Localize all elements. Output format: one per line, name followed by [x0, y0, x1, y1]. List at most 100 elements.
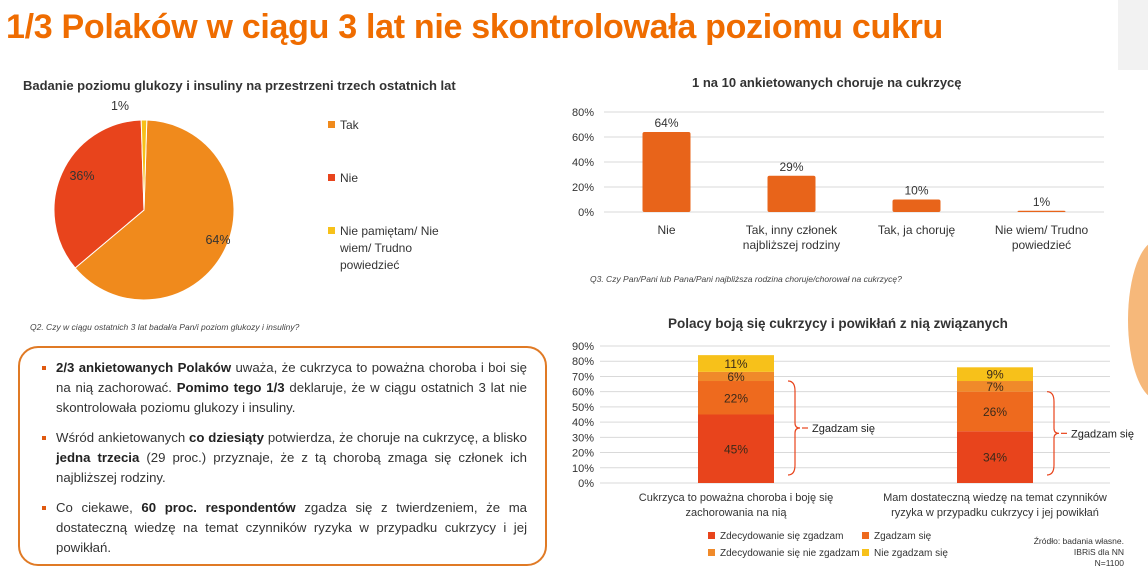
legend-item: Nie pamiętam/ Nie wiem/ Trudno powiedzie…	[328, 223, 468, 274]
pie-chart-title: Badanie poziomu glukozy i insuliny na pr…	[23, 78, 456, 93]
bar-chart-title: 1 na 10 ankietowanych choruje na cukrzyc…	[692, 75, 962, 90]
legend-label: Zdecydowanie się zgadzam	[720, 531, 843, 542]
segment-value-label: 9%	[986, 368, 1004, 382]
bracket	[1046, 391, 1060, 476]
pie-slice	[53, 119, 145, 269]
source-line: IBRiS dla NN	[1073, 547, 1124, 557]
legend-label: Tak	[340, 118, 359, 132]
legend-label: Nie	[340, 171, 359, 185]
y-tick-label: 0%	[578, 207, 594, 219]
bar-value-label: 64%	[654, 116, 678, 130]
bar-chart: 0% 20% 40% 60% 80% 64% Nie 29% Tak, inny członek…	[572, 107, 1104, 252]
y-tick-label: 70%	[572, 371, 594, 383]
pie-value-label: 64%	[205, 233, 230, 247]
x-tick-label: Tak, ja choruję	[878, 223, 956, 237]
segment-value-label: 45%	[724, 442, 748, 456]
source-line: N=1100	[1094, 558, 1124, 568]
stacked-chart-title: Polacy boją się cukrzycy i powikłań z ni…	[668, 316, 1008, 331]
bullet-text: zgadza się z twierdzeniem, że ma dostate…	[56, 500, 528, 555]
x-tick-label: najbliższej rodziny	[743, 238, 840, 252]
y-tick-label: 50%	[572, 402, 594, 414]
legend-swatch	[708, 532, 715, 539]
legend-label: Nie zgadzam się	[874, 548, 948, 559]
pie-chart: 64% 36% 1%	[53, 99, 235, 301]
bullet-bold-text: jedna trzecia	[56, 450, 140, 465]
stacked-bar-segment	[698, 355, 774, 372]
legend-swatch	[708, 549, 715, 556]
x-tick-label: Nie wiem/ Trudno	[995, 223, 1089, 237]
legend-swatch	[862, 549, 869, 556]
segment-value-label: 26%	[983, 405, 1007, 419]
bar	[642, 132, 691, 212]
bar	[892, 199, 941, 212]
decorative-orange-shape	[1128, 240, 1148, 400]
bullet-bold-text: 60 proc. respondentów	[141, 500, 296, 515]
bracket-annotation: Zgadzam się	[812, 423, 875, 435]
pie-value-label: 1%	[111, 99, 129, 113]
x-tick-label: Mam dostateczną wiedzę na temat czynnikó…	[883, 492, 1107, 504]
y-tick-label: 0%	[578, 478, 594, 490]
y-tick-label: 40%	[572, 157, 594, 169]
finding-bullet: Wśród ankietowanych co dziesiąty potwier…	[42, 428, 527, 488]
bullet-text: potwierdza, że choruje na cukrzycę, a bl…	[264, 430, 527, 445]
x-tick-label: Cukrzyca to poważna choroba i boję się	[639, 492, 833, 504]
y-tick-label: 40%	[572, 417, 594, 429]
bullet-text: uważa, że cukrzyca to poważna choroba i …	[56, 360, 527, 395]
key-findings-box: 2/3 ankietowanych Polaków uważa, że cukr…	[18, 346, 547, 566]
bar	[1017, 210, 1066, 212]
stacked-bar-segment	[698, 371, 774, 382]
legend-label: Zgadzam się	[874, 531, 932, 542]
bullet-bold-text: co dziesiąty	[189, 430, 264, 445]
bar-value-label: 10%	[904, 184, 928, 198]
y-tick-label: 30%	[572, 432, 594, 444]
pie-slice	[140, 119, 148, 211]
legend-swatch	[328, 227, 335, 234]
page-title: 1/3 Polaków w ciągu 3 lat nie skontrolow…	[6, 8, 944, 46]
bullet-text: deklaruje, że w ciągu ostatnich 3 lat ni…	[56, 380, 527, 415]
decorative-corner	[1118, 0, 1148, 70]
bracket	[787, 380, 801, 476]
bar	[767, 175, 816, 212]
y-tick-label: 80%	[572, 107, 594, 119]
legend-item: Nie	[328, 170, 468, 187]
segment-value-label: 11%	[724, 357, 747, 371]
finding-bullet: Co ciekawe, 60 proc. respondentów zgadza…	[42, 498, 527, 558]
y-tick-label: 60%	[572, 387, 594, 399]
bar-question-note: Q3. Czy Pan/Pani lub Pana/Pani najbliższ…	[590, 274, 902, 284]
bullet-text: Wśród ankietowanych	[56, 430, 190, 445]
bar-value-label: 1%	[1033, 195, 1051, 209]
segment-value-label: 6%	[727, 370, 745, 384]
y-tick-label: 10%	[572, 463, 594, 475]
stacked-bar-segment	[698, 381, 774, 415]
x-tick-label: powiedzieć	[1012, 238, 1071, 252]
legend-swatch	[328, 174, 335, 181]
stacked-bar-segment	[957, 431, 1033, 483]
stacked-bar-segment	[957, 381, 1033, 392]
legend-swatch	[328, 121, 335, 128]
y-tick-label: 90%	[572, 341, 594, 353]
bullet-text: (29 proc.) przyznaje, że z tą chorobą zm…	[56, 450, 527, 485]
x-tick-label: zachorowania na nią	[686, 507, 788, 519]
bracket-annotation: Zgadzam się	[1071, 428, 1134, 440]
bar-value-label: 29%	[779, 160, 803, 174]
bullet-bold-text: 2/3 ankietowanych Polaków	[56, 360, 232, 375]
segment-value-label: 22%	[724, 391, 748, 405]
y-tick-label: 20%	[572, 448, 594, 460]
y-tick-label: 80%	[572, 356, 594, 368]
legend-swatch	[862, 532, 869, 539]
y-tick-label: 60%	[572, 132, 594, 144]
x-tick-label: Nie	[657, 223, 675, 237]
segment-value-label: 34%	[983, 451, 1007, 465]
x-tick-label: Tak, inny członek	[746, 223, 838, 237]
legend-label: Zdecydowanie się nie zgadzam	[720, 548, 860, 559]
stacked-bar-segment	[957, 367, 1033, 382]
bullet-bold-text: Pomimo tego 1/3	[176, 380, 285, 395]
pie-value-label: 36%	[69, 169, 94, 183]
source-line: Źródło: badania własne.	[1033, 536, 1124, 546]
stacked-bar-segment	[698, 414, 774, 483]
legend-item: Tak	[328, 117, 468, 134]
x-tick-label: ryzyka w przypadku cukrzycy i jej powikł…	[891, 507, 1099, 519]
bullet-text: Co ciekawe,	[56, 500, 142, 515]
legend-label: Nie pamiętam/ Nie wiem/ Trudno powiedzie…	[340, 224, 439, 272]
segment-value-label: 7%	[986, 380, 1004, 394]
